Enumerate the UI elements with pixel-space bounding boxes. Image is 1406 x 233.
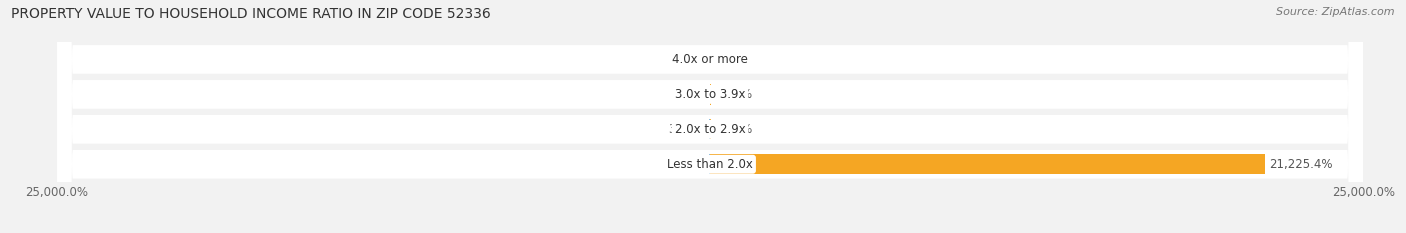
Text: 2.0x to 2.9x: 2.0x to 2.9x (675, 123, 745, 136)
Bar (710, 154, 1265, 174)
Text: 21,225.4%: 21,225.4% (1270, 158, 1333, 171)
Text: 36.3%: 36.3% (668, 158, 706, 171)
Text: 6.5%: 6.5% (676, 88, 706, 101)
Text: 37.9%: 37.9% (668, 123, 706, 136)
Text: 32.5%: 32.5% (714, 88, 752, 101)
FancyBboxPatch shape (58, 0, 1362, 233)
FancyBboxPatch shape (58, 0, 1362, 233)
Text: Source: ZipAtlas.com: Source: ZipAtlas.com (1277, 7, 1395, 17)
FancyBboxPatch shape (58, 0, 1362, 233)
FancyBboxPatch shape (58, 0, 1362, 233)
Text: 7.9%: 7.9% (714, 53, 744, 66)
Text: 3.0x to 3.9x: 3.0x to 3.9x (675, 88, 745, 101)
Text: 4.0x or more: 4.0x or more (672, 53, 748, 66)
Text: 43.6%: 43.6% (716, 123, 752, 136)
Text: Less than 2.0x: Less than 2.0x (666, 158, 754, 171)
Text: PROPERTY VALUE TO HOUSEHOLD INCOME RATIO IN ZIP CODE 52336: PROPERTY VALUE TO HOUSEHOLD INCOME RATIO… (11, 7, 491, 21)
Text: 10.2%: 10.2% (669, 53, 706, 66)
